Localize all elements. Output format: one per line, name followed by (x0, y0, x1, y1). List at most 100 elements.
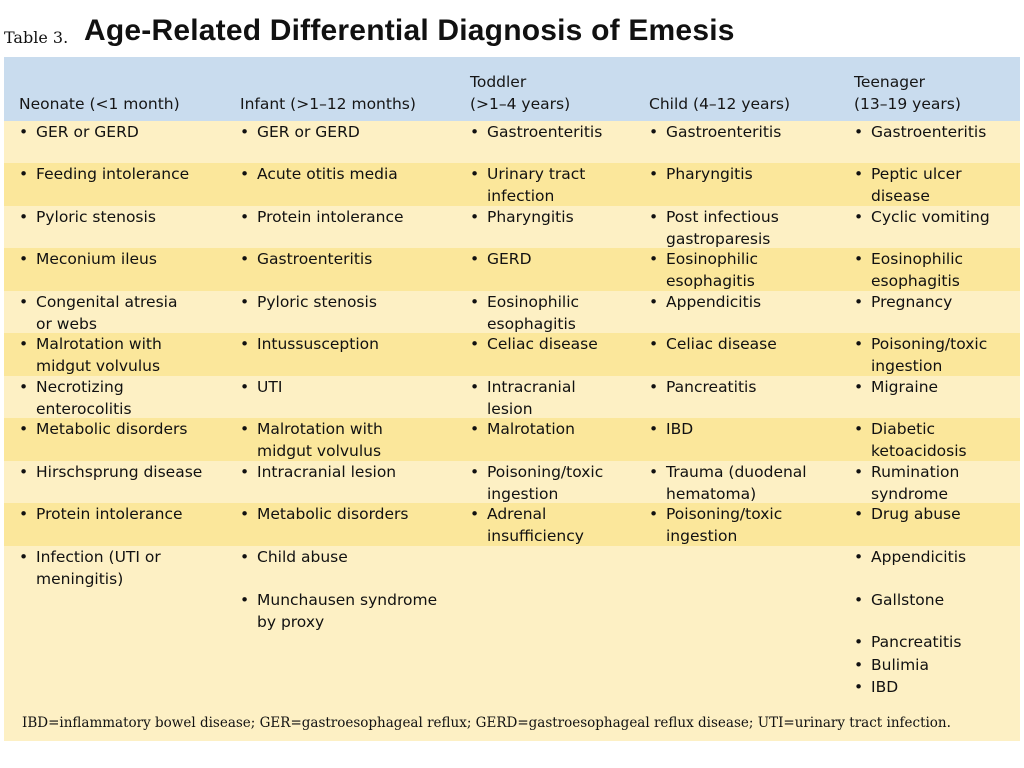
bullet-icon: • (649, 335, 659, 353)
table-cell: • Malrotation with midgut volvulus (240, 419, 465, 462)
bullet-icon: • (649, 420, 659, 438)
row-band (4, 121, 1020, 163)
table-cell: • Appendicitis (649, 292, 849, 314)
bullet-icon: • (240, 335, 250, 353)
bullet-icon: • (19, 548, 29, 566)
table-cell: • Protein intolerance (19, 504, 234, 526)
cell-text: Malrotation with midgut volvulus (257, 420, 383, 460)
cell-text: Necrotizing enterocolitis (36, 378, 132, 418)
column-header-line: Infant (>1–12 months) (240, 95, 416, 113)
table-cell: • IBD (649, 419, 849, 441)
table-cell: • Poisoning/toxic ingestion (470, 462, 645, 505)
table-cell: • Intracranial lesion (470, 377, 645, 420)
row-band (4, 546, 1020, 705)
table-cell: • Eosinophilic esophagitis (470, 292, 645, 335)
table-cell: • Meconium ileus (19, 249, 234, 271)
cell-text: IBD (871, 678, 899, 696)
row-band (4, 291, 1020, 333)
bullet-icon: • (240, 293, 250, 311)
cell-text: GER or GERD (257, 123, 360, 141)
table-title: Age-Related Differential Diagnosis of Em… (84, 14, 735, 47)
bullet-icon: • (240, 548, 250, 566)
column-header: Neonate (<1 month) (19, 57, 234, 121)
table-cell: • Metabolic disorders (19, 419, 234, 441)
bullet-icon: • (470, 123, 480, 141)
bullet-icon: • (470, 505, 480, 523)
column-header: Infant (>1–12 months) (240, 57, 465, 121)
column-header-line: Child (4–12 years) (649, 95, 791, 113)
bullet-icon: • (470, 165, 480, 183)
cell-text: Gastroenteritis (666, 123, 782, 141)
cell-text: Peptic ulcer disease (871, 165, 962, 205)
table-cell: • Rumination syndrome (854, 462, 1014, 505)
cell-text: Gallstone (871, 591, 945, 609)
cell-text: Pregnancy (871, 293, 953, 311)
bullet-icon: • (854, 165, 864, 183)
table-cell: • Celiac disease (470, 334, 645, 356)
table-footnote: IBD=inflammatory bowel disease; GER=gast… (22, 715, 951, 731)
table-cell: • Malrotation (470, 419, 645, 441)
bullet-icon: • (854, 548, 864, 566)
table-cell: • Malrotation with midgut volvulus (19, 334, 234, 377)
column-header: Child (4–12 years) (649, 57, 849, 121)
table-cell: • Migraine (854, 377, 1014, 399)
table-cell: • Gastroenteritis (854, 122, 1014, 144)
cell-text: Meconium ileus (36, 250, 157, 268)
bullet-icon: • (240, 378, 250, 396)
cell-text: Drug abuse (871, 505, 961, 523)
bullet-icon: • (470, 378, 480, 396)
bullet-icon: • (854, 123, 864, 141)
table-cell: • Intracranial lesion (240, 462, 465, 484)
bullet-icon: • (470, 208, 480, 226)
cell-text: Celiac disease (487, 335, 598, 353)
cell-text: Celiac disease (666, 335, 777, 353)
bullet-icon: • (854, 250, 864, 268)
table-cell: • Gastroenteritis (240, 249, 465, 271)
table-cell: • Congenital atresia or webs (19, 292, 234, 335)
bullet-icon: • (854, 420, 864, 438)
bullet-icon: • (240, 463, 250, 481)
cell-text: Trauma (duodenal hematoma) (666, 463, 807, 503)
table-cell: • IBD (854, 677, 1014, 699)
table-cell: • Bulimia (854, 655, 1014, 677)
bullet-icon: • (19, 378, 29, 396)
bullet-icon: • (240, 591, 250, 609)
bullet-icon: • (19, 505, 29, 523)
cell-text: Migraine (871, 378, 939, 396)
table-cell: • Eosinophilic esophagitis (854, 249, 1014, 292)
table-cell: • GERD (470, 249, 645, 271)
cell-text: Pancreatitis (666, 378, 757, 396)
cell-text: Intracranial lesion (257, 463, 397, 481)
cell-text: GER or GERD (36, 123, 139, 141)
cell-text: Eosinophilic esophagitis (871, 250, 964, 290)
bullet-icon: • (854, 633, 864, 651)
bullet-icon: • (19, 463, 29, 481)
table-cell: • Pancreatitis (854, 632, 1014, 654)
table-cell: • Eosinophilic esophagitis (649, 249, 849, 292)
table-cell: • GER or GERD (240, 122, 465, 144)
cell-text: Appendicitis (871, 548, 967, 566)
bullet-icon: • (854, 208, 864, 226)
table-cell: • Munchausen syndrome by proxy (240, 590, 465, 633)
bullet-icon: • (470, 293, 480, 311)
bullet-icon: • (649, 208, 659, 226)
cell-text: Pancreatitis (871, 633, 962, 651)
table-cell: • Child abuse (240, 547, 465, 569)
cell-text: Eosinophilic esophagitis (487, 293, 580, 333)
column-header-line: Teenager (854, 73, 925, 91)
cell-text: Acute otitis media (257, 165, 398, 183)
cell-text: Gastroenteritis (257, 250, 373, 268)
bullet-icon: • (649, 123, 659, 141)
table-cell: • Pharyngitis (470, 207, 645, 229)
table-cell: • Metabolic disorders (240, 504, 465, 526)
cell-text: Metabolic disorders (36, 420, 188, 438)
cell-text: Pharyngitis (487, 208, 574, 226)
header-band (4, 57, 1020, 121)
cell-text: Pyloric stenosis (36, 208, 156, 226)
table-cell: • Poisoning/toxic ingestion (649, 504, 849, 547)
table-cell: • Gastroenteritis (649, 122, 849, 144)
column-header: Toddler (>1–4 years) (470, 57, 645, 121)
cell-text: Diabetic ketoacidosis (871, 420, 967, 460)
bullet-icon: • (649, 378, 659, 396)
bullet-icon: • (19, 208, 29, 226)
